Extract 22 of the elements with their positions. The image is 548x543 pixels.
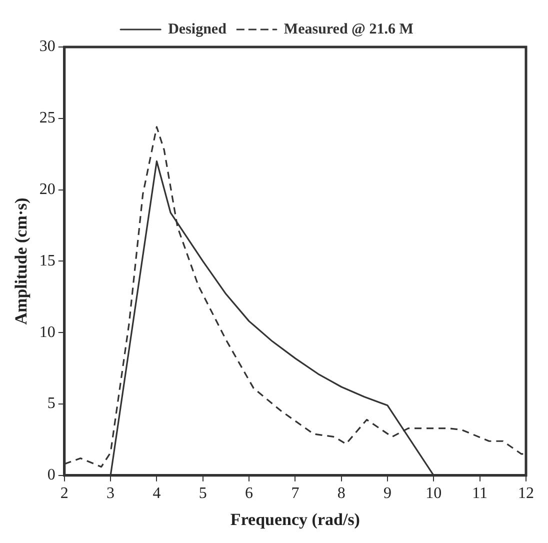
y-tick-label: 30 — [39, 38, 56, 56]
y-tick-label: 10 — [39, 324, 56, 341]
x-tick-label: 8 — [337, 485, 346, 502]
x-tick-label: 7 — [291, 485, 300, 502]
x-tick-label: 4 — [152, 485, 161, 502]
x-tick-label: 10 — [426, 485, 442, 502]
x-tick-label: 12 — [518, 485, 534, 502]
y-tick-label: 5 — [47, 395, 56, 412]
y-axis-title: Amplitude (cm·s) — [12, 198, 31, 325]
x-tick-label: 11 — [472, 485, 488, 502]
x-tick-label: 6 — [245, 485, 254, 502]
y-tick-label: 25 — [39, 110, 56, 127]
legend-label: Designed — [168, 21, 228, 38]
legend-label: Measured @ 21.6 M — [284, 21, 414, 38]
x-tick-label: 2 — [60, 485, 68, 502]
y-tick-label: 20 — [39, 181, 56, 198]
y-tick-label: 15 — [39, 252, 56, 270]
x-tick-label: 3 — [106, 485, 115, 502]
y-tick-label: 0 — [47, 466, 56, 484]
x-axis-title: Frequency (rad/s) — [230, 510, 360, 530]
x-tick-label: 5 — [198, 485, 207, 502]
x-tick-label: 9 — [384, 485, 392, 502]
